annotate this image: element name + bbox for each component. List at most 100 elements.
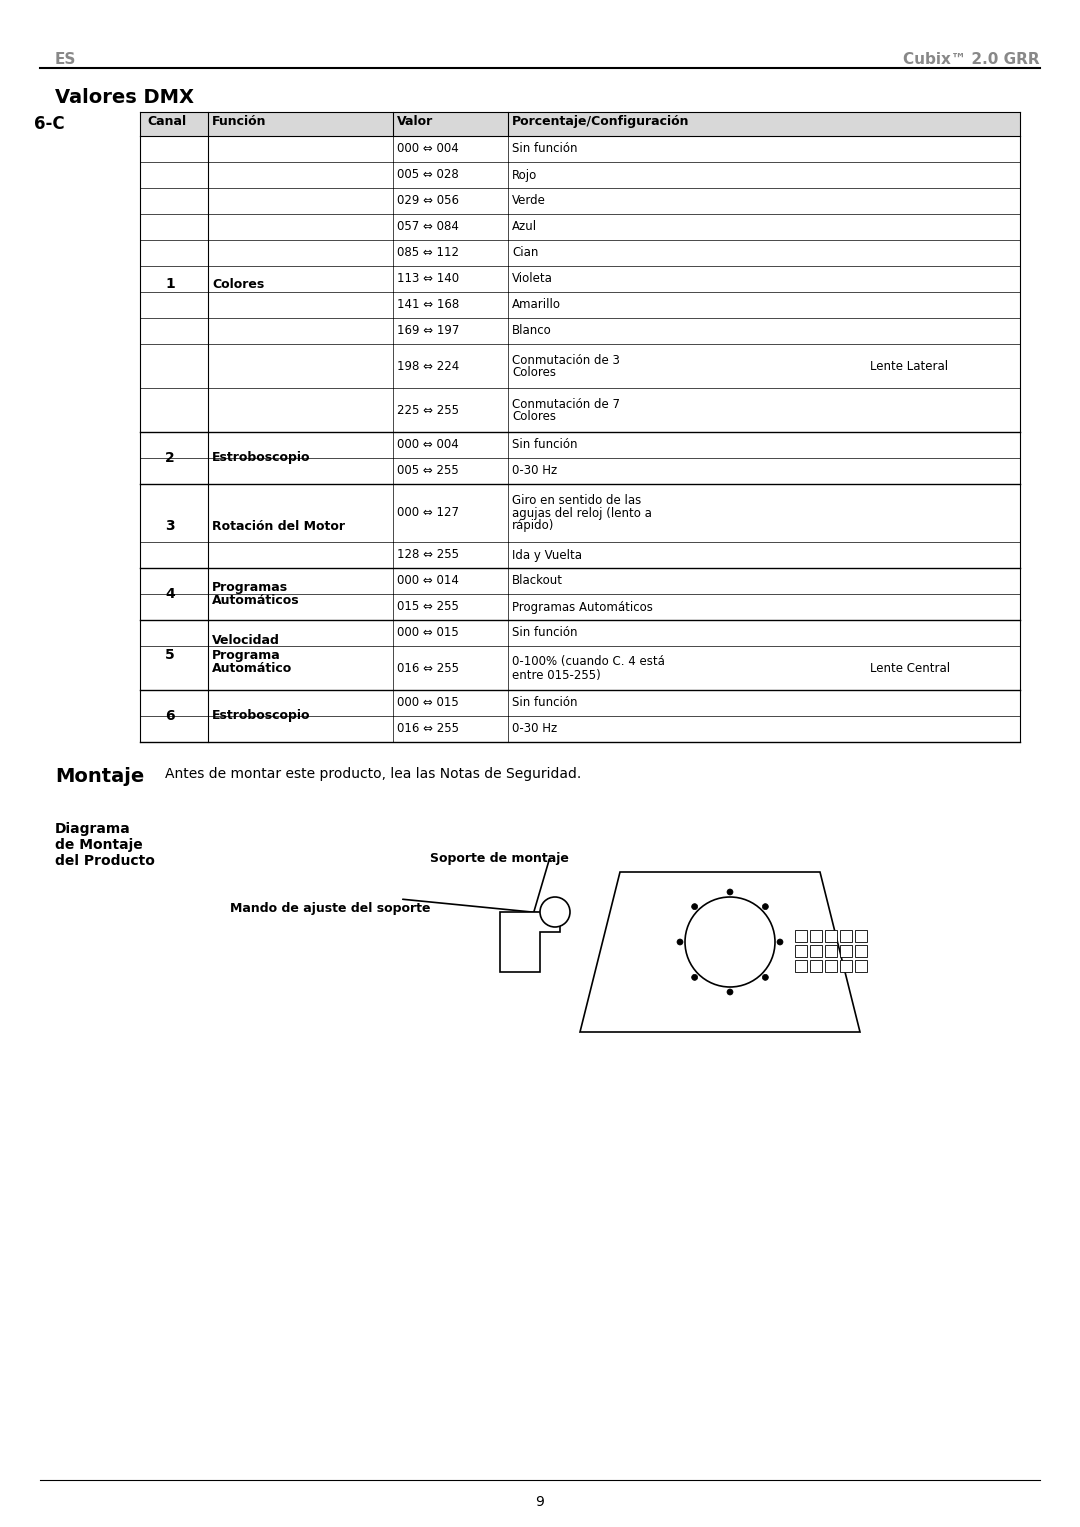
Text: 000 ⇔ 015: 000 ⇔ 015 xyxy=(397,696,459,710)
Text: Verde: Verde xyxy=(512,194,545,208)
Text: Giro en sentido de las: Giro en sentido de las xyxy=(512,493,642,507)
Text: Programa: Programa xyxy=(212,649,281,661)
Text: 085 ⇔ 112: 085 ⇔ 112 xyxy=(397,246,459,260)
Text: agujas del reloj (lento a: agujas del reloj (lento a xyxy=(512,507,652,519)
Bar xyxy=(825,945,837,957)
Circle shape xyxy=(685,896,775,986)
Text: 000 ⇔ 004: 000 ⇔ 004 xyxy=(397,438,459,452)
Polygon shape xyxy=(500,912,561,973)
Text: Función: Función xyxy=(212,115,267,128)
Circle shape xyxy=(691,904,698,910)
Text: 015 ⇔ 255: 015 ⇔ 255 xyxy=(397,600,459,614)
Text: 0-30 Hz: 0-30 Hz xyxy=(512,722,557,736)
Text: 9: 9 xyxy=(536,1495,544,1509)
Text: Valor: Valor xyxy=(397,115,433,128)
Text: 128 ⇔ 255: 128 ⇔ 255 xyxy=(397,548,459,562)
Bar xyxy=(840,945,852,957)
Text: Estroboscopio: Estroboscopio xyxy=(212,452,311,464)
Text: 000 ⇔ 004: 000 ⇔ 004 xyxy=(397,142,459,156)
Circle shape xyxy=(762,974,768,980)
Text: Programas: Programas xyxy=(212,580,288,594)
Text: Rotación del Motor: Rotación del Motor xyxy=(212,519,345,533)
Text: Ida y Vuelta: Ida y Vuelta xyxy=(512,548,582,562)
Text: Sin función: Sin función xyxy=(512,142,578,156)
Text: Conmutación de 3: Conmutación de 3 xyxy=(512,353,620,366)
Circle shape xyxy=(762,904,768,910)
Circle shape xyxy=(727,989,733,996)
Text: Rojo: Rojo xyxy=(512,168,537,182)
Text: Cubix™ 2.0 GRR: Cubix™ 2.0 GRR xyxy=(903,52,1040,67)
Text: Automático: Automático xyxy=(212,663,293,675)
Text: 016 ⇔ 255: 016 ⇔ 255 xyxy=(397,661,459,675)
Bar xyxy=(855,945,867,957)
Text: 016 ⇔ 255: 016 ⇔ 255 xyxy=(397,722,459,736)
Bar xyxy=(795,945,807,957)
Bar xyxy=(855,930,867,942)
Bar xyxy=(855,960,867,973)
Circle shape xyxy=(691,974,698,980)
Text: Colores: Colores xyxy=(512,411,556,423)
Text: entre 015-255): entre 015-255) xyxy=(512,669,600,681)
Text: Estroboscopio: Estroboscopio xyxy=(212,710,311,722)
Text: Soporte de montaje: Soporte de montaje xyxy=(430,852,569,864)
Bar xyxy=(140,111,1020,136)
Text: Velocidad: Velocidad xyxy=(212,635,280,647)
Bar xyxy=(840,930,852,942)
Text: Colores: Colores xyxy=(512,366,556,380)
Text: 005 ⇔ 028: 005 ⇔ 028 xyxy=(397,168,459,182)
Bar xyxy=(810,960,822,973)
Text: Sin función: Sin función xyxy=(512,626,578,640)
Text: Blanco: Blanco xyxy=(512,325,552,337)
Text: Conmutación de 7: Conmutación de 7 xyxy=(512,397,620,411)
Text: 005 ⇔ 255: 005 ⇔ 255 xyxy=(397,464,459,478)
Text: Sin función: Sin función xyxy=(512,438,578,452)
Text: ES: ES xyxy=(55,52,77,67)
Text: 5: 5 xyxy=(165,647,175,663)
Text: rápido): rápido) xyxy=(512,519,554,533)
Bar xyxy=(825,960,837,973)
Circle shape xyxy=(777,939,783,945)
Text: Cian: Cian xyxy=(512,246,538,260)
Text: Violeta: Violeta xyxy=(512,272,553,286)
Text: Mando de ajuste del soporte: Mando de ajuste del soporte xyxy=(230,902,431,915)
Text: 3: 3 xyxy=(165,519,175,533)
Text: 6: 6 xyxy=(165,709,175,722)
Text: 4: 4 xyxy=(165,586,175,602)
Circle shape xyxy=(540,896,570,927)
Text: 0-100% (cuando C. 4 está: 0-100% (cuando C. 4 está xyxy=(512,655,665,669)
Text: 198 ⇔ 224: 198 ⇔ 224 xyxy=(397,359,459,373)
Text: 000 ⇔ 014: 000 ⇔ 014 xyxy=(397,574,459,588)
Text: 029 ⇔ 056: 029 ⇔ 056 xyxy=(397,194,459,208)
Text: Lente Lateral: Lente Lateral xyxy=(870,359,948,373)
Text: 1: 1 xyxy=(165,276,175,292)
Bar xyxy=(810,930,822,942)
Text: 6-C: 6-C xyxy=(35,115,65,133)
Text: 169 ⇔ 197: 169 ⇔ 197 xyxy=(397,325,459,337)
Bar xyxy=(795,930,807,942)
Text: 000 ⇔ 127: 000 ⇔ 127 xyxy=(397,507,459,519)
Text: 2: 2 xyxy=(165,450,175,466)
Text: Porcentaje/Configuración: Porcentaje/Configuración xyxy=(512,115,689,128)
Text: Valores DMX: Valores DMX xyxy=(55,89,194,107)
Text: 225 ⇔ 255: 225 ⇔ 255 xyxy=(397,403,459,417)
Bar xyxy=(795,960,807,973)
Text: Canal: Canal xyxy=(147,115,186,128)
Text: Colores: Colores xyxy=(212,278,265,290)
Circle shape xyxy=(727,889,733,895)
Text: Antes de montar este producto, lea las Notas de Seguridad.: Antes de montar este producto, lea las N… xyxy=(165,767,581,780)
Text: 141 ⇔ 168: 141 ⇔ 168 xyxy=(397,298,459,312)
Polygon shape xyxy=(580,872,860,1032)
Bar xyxy=(840,960,852,973)
Text: Automáticos: Automáticos xyxy=(212,594,299,608)
Circle shape xyxy=(677,939,683,945)
Text: 0-30 Hz: 0-30 Hz xyxy=(512,464,557,478)
Text: Lente Central: Lente Central xyxy=(870,661,950,675)
Text: 000 ⇔ 015: 000 ⇔ 015 xyxy=(397,626,459,640)
Text: Programas Automáticos: Programas Automáticos xyxy=(512,600,653,614)
Text: 113 ⇔ 140: 113 ⇔ 140 xyxy=(397,272,459,286)
Text: 057 ⇔ 084: 057 ⇔ 084 xyxy=(397,220,459,234)
Text: Montaje: Montaje xyxy=(55,767,145,786)
Text: Azul: Azul xyxy=(512,220,537,234)
Text: Blackout: Blackout xyxy=(512,574,563,588)
Bar xyxy=(810,945,822,957)
